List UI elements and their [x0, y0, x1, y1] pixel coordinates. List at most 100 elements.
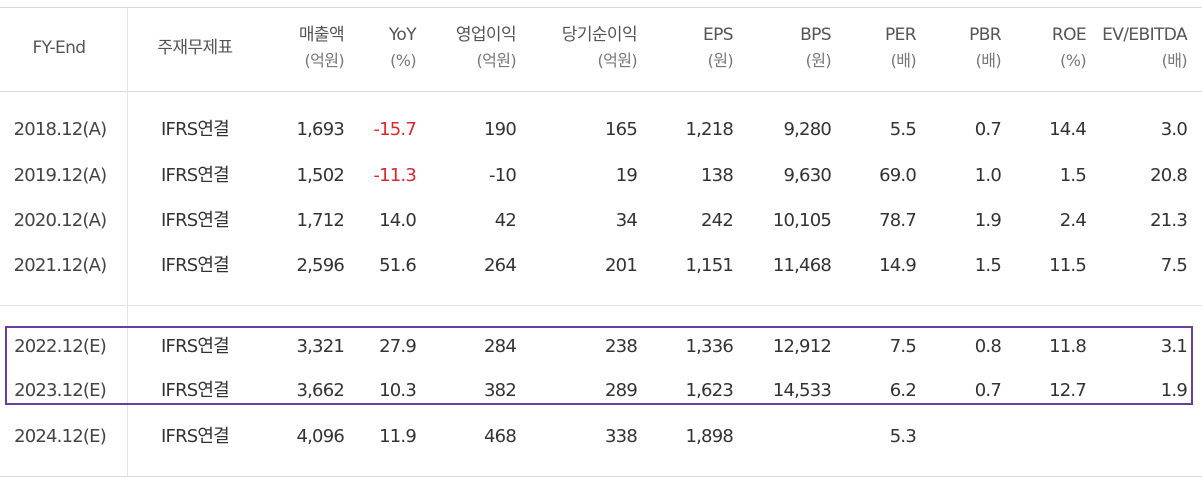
- cell-net-income: 238: [605, 336, 638, 357]
- cell-operating-income: 382: [484, 380, 517, 401]
- cell-pbr: 1.0: [974, 165, 1002, 186]
- cell-fy-end: 2022.12(E): [14, 336, 107, 357]
- cell-operating-income: 42: [494, 210, 517, 231]
- header-per: PER (배): [831, 22, 917, 78]
- header-pbr: PBR (배): [916, 22, 1002, 78]
- table-row: 2020.12(A) IFRS연결 1,712 14.0 42 34 242 1…: [0, 203, 1202, 239]
- cell-roe: 2.4: [1059, 210, 1087, 231]
- cell-yoy: 10.3: [379, 380, 417, 401]
- cell-bps: 10,105: [772, 210, 832, 231]
- header-operating-income-label: 영업이익: [455, 25, 517, 45]
- header-yoy: YoY (%): [344, 22, 417, 78]
- cell-net-income: 165: [605, 119, 638, 140]
- cell-fy-end: 2021.12(A): [13, 255, 108, 276]
- cell-roe: 14.4: [1049, 119, 1087, 140]
- cell-pbr: 0.8: [974, 336, 1002, 357]
- cell-eps: 1,151: [685, 255, 733, 276]
- cell-statement-type: IFRS연결: [161, 336, 230, 357]
- header-roe-label: ROE: [1051, 25, 1087, 45]
- cell-fy-end: 2019.12(A): [13, 165, 108, 186]
- cell-statement-type: IFRS연결: [161, 165, 230, 186]
- cell-ev-ebitda: 7.5: [1160, 255, 1188, 276]
- header-eps-unit: (원): [707, 51, 734, 70]
- cell-fy-end: 2018.12(A): [13, 119, 108, 140]
- cell-bps: 12,912: [772, 336, 832, 357]
- cell-per: 6.2: [889, 380, 917, 401]
- cell-ev-ebitda: 3.0: [1160, 119, 1188, 140]
- first-column-divider: [127, 8, 128, 476]
- header-revenue-label: 매출액: [298, 25, 345, 45]
- cell-pbr: 1.5: [974, 255, 1002, 276]
- header-bps: BPS (원): [733, 22, 832, 78]
- cell-revenue: 3,662: [296, 380, 344, 401]
- cell-roe: 11.8: [1049, 336, 1087, 357]
- cell-roe: 11.5: [1049, 255, 1087, 276]
- cell-eps: 1,218: [685, 119, 733, 140]
- table-row: 2023.12(E) IFRS연결 3,662 10.3 382 289 1,6…: [0, 373, 1202, 409]
- header-bps-label: BPS: [800, 25, 832, 45]
- header-yoy-unit: (%): [390, 51, 416, 70]
- table-top-rule: [0, 7, 1202, 8]
- cell-bps: [733, 419, 831, 455]
- cell-per: 14.9: [879, 255, 917, 276]
- header-pbr-unit: (배): [975, 51, 1002, 70]
- cell-revenue: 2,596: [296, 255, 344, 276]
- cell-fy-end: 2023.12(E): [14, 380, 107, 401]
- cell-revenue: 4,096: [296, 426, 344, 447]
- cell-per: 7.5: [889, 336, 917, 357]
- cell-net-income: 201: [605, 255, 638, 276]
- cell-revenue: 3,321: [296, 336, 344, 357]
- header-bps-unit: (원): [805, 51, 832, 70]
- cell-yoy: 11.9: [379, 426, 417, 447]
- cell-ev-ebitda: 3.1: [1160, 336, 1188, 357]
- header-net-income-unit: (억원): [597, 51, 637, 70]
- cell-operating-income: 284: [484, 336, 517, 357]
- cell-bps: 11,468: [772, 255, 832, 276]
- table-row: 2018.12(A) IFRS연결 1,693 -15.7 190 165 1,…: [0, 112, 1202, 148]
- cell-bps: 9,630: [783, 165, 831, 186]
- table-bottom-rule: [0, 476, 1202, 477]
- cell-yoy: 27.9: [379, 336, 417, 357]
- header-eps: EPS (원): [637, 22, 734, 78]
- header-ev-ebitda-unit: (배): [1161, 51, 1188, 70]
- cell-ev-ebitda: 20.8: [1150, 165, 1188, 186]
- cell-eps: 1,336: [685, 336, 733, 357]
- cell-roe: 1.5: [1059, 165, 1087, 186]
- cell-eps: 1,623: [685, 380, 733, 401]
- header-net-income-label: 당기순이익: [561, 25, 638, 45]
- cell-operating-income: 190: [484, 119, 517, 140]
- cell-pbr: [916, 419, 1001, 455]
- header-roe-unit: (%): [1060, 51, 1086, 70]
- estimate-highlight-box: [5, 326, 1193, 405]
- header-ev-ebitda: EV/EBITDA (배): [1086, 22, 1188, 78]
- cell-bps: 14,533: [772, 380, 832, 401]
- cell-ev-ebitda: [1086, 419, 1187, 455]
- table-row: 2024.12(E) IFRS연결 4,096 11.9 468 338 1,8…: [0, 419, 1202, 455]
- header-fy-end: FY-End: [32, 38, 87, 58]
- cell-net-income: 289: [605, 380, 638, 401]
- table-row: 2021.12(A) IFRS연결 2,596 51.6 264 201 1,1…: [0, 248, 1202, 284]
- header-roe: ROE (%): [1001, 22, 1087, 78]
- cell-revenue: 1,712: [296, 210, 344, 231]
- header-per-label: PER: [884, 25, 917, 45]
- cell-eps: 1,898: [685, 426, 733, 447]
- cell-bps: 9,280: [783, 119, 831, 140]
- header-yoy-label: YoY: [388, 25, 417, 45]
- cell-net-income: 34: [615, 210, 638, 231]
- cell-per: 78.7: [879, 210, 917, 231]
- cell-ev-ebitda: 21.3: [1150, 210, 1188, 231]
- cell-statement-type: IFRS연결: [161, 255, 230, 276]
- cell-pbr: 0.7: [974, 119, 1002, 140]
- cell-operating-income: -10: [489, 165, 517, 186]
- cell-net-income: 19: [615, 165, 638, 186]
- cell-roe: [1001, 419, 1086, 455]
- header-per-unit: (배): [890, 51, 917, 70]
- cell-per: 5.5: [889, 119, 917, 140]
- cell-pbr: 0.7: [974, 380, 1002, 401]
- cell-statement-type: IFRS연결: [161, 119, 230, 140]
- header-revenue-unit: (억원): [304, 51, 344, 70]
- cell-revenue: 1,502: [296, 165, 344, 186]
- cell-revenue: 1,693: [296, 119, 344, 140]
- cell-operating-income: 264: [484, 255, 517, 276]
